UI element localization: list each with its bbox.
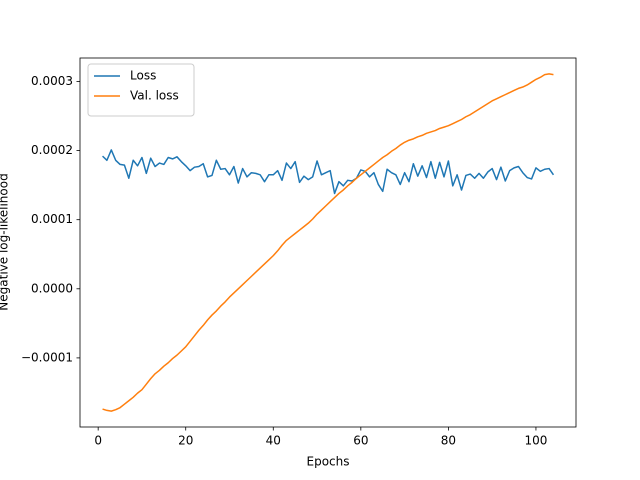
x-tick-label: 20 xyxy=(178,434,193,448)
plot-frame xyxy=(79,57,577,428)
line-series xyxy=(102,73,554,412)
x-axis-label: Epochs xyxy=(307,455,350,469)
x-tick-label: 40 xyxy=(266,434,281,448)
legend-label: Loss xyxy=(130,69,156,83)
y-tick-label: 0.0001 xyxy=(31,212,73,226)
y-tick-label: 0.0003 xyxy=(31,74,73,88)
x-tick-label: 80 xyxy=(441,434,456,448)
line-series xyxy=(102,149,555,195)
legend-box xyxy=(87,63,195,117)
x-tick-label: 0 xyxy=(94,434,102,448)
y-tick-label: 0.0000 xyxy=(31,281,73,295)
x-tick-label: 100 xyxy=(524,434,547,448)
y-tick-label: 0.0002 xyxy=(31,143,73,157)
y-tick-label: −0.0001 xyxy=(21,350,73,364)
x-tick-label: 60 xyxy=(353,434,368,448)
y-axis-label: Negative log-likelihood xyxy=(0,173,11,310)
legend-label: Val. loss xyxy=(130,89,179,103)
